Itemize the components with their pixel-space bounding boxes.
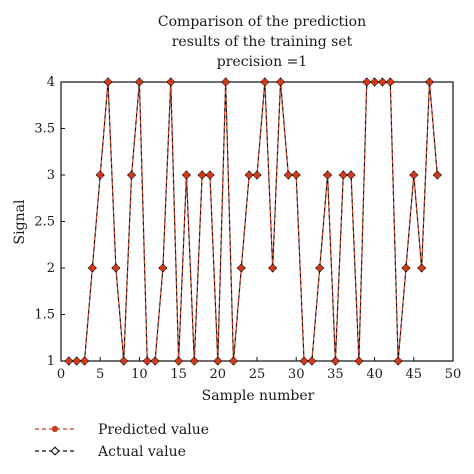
predicted-value-point bbox=[144, 357, 151, 365]
y-tick-label: 3 bbox=[47, 168, 55, 183]
predicted-value-point bbox=[434, 171, 441, 179]
y-axis-ticks: 1 1.5 2 2.5 3 3.5 4 bbox=[34, 75, 65, 369]
x-tick-label: 15 bbox=[170, 367, 187, 382]
predicted-value-point bbox=[199, 171, 206, 179]
predicted-value-point bbox=[410, 171, 417, 179]
predicted-value-point bbox=[300, 357, 308, 365]
predicted-value-point bbox=[261, 78, 268, 86]
x-tick-label: 5 bbox=[96, 367, 104, 382]
predicted-value-point bbox=[238, 264, 245, 272]
predicted-value-point bbox=[340, 171, 347, 179]
predicted-value-point bbox=[97, 171, 104, 179]
predicted-value-point bbox=[191, 357, 198, 365]
x-tick-label: 0 bbox=[57, 367, 65, 382]
predicted-value-point bbox=[89, 264, 96, 272]
chart-title-line-3: precision =1 bbox=[217, 54, 307, 70]
x-axis-ticks: 0 5 10 15 20 25 30 35 40 45 50 bbox=[57, 357, 461, 382]
predicted-value-point bbox=[151, 357, 159, 365]
predicted-value-point bbox=[426, 78, 433, 86]
predicted-value-point bbox=[395, 357, 402, 365]
x-tick-label: 45 bbox=[406, 367, 423, 382]
legend-actual-marker bbox=[50, 446, 60, 456]
predicted-value-point bbox=[81, 357, 88, 365]
predicted-value-point bbox=[120, 357, 127, 365]
predicted-value-point bbox=[332, 357, 339, 365]
y-tick-label: 3.5 bbox=[34, 122, 55, 137]
predicted-value-point bbox=[214, 357, 221, 365]
chart-title-line-1: Comparison of the prediction bbox=[158, 14, 366, 30]
predicted-value-line bbox=[68, 81, 438, 362]
x-tick-label: 40 bbox=[366, 367, 383, 382]
predicted-value-point bbox=[293, 171, 300, 179]
predicted-value-point bbox=[277, 78, 284, 86]
x-axis-label: Sample number bbox=[202, 388, 315, 404]
predicted-value-point bbox=[104, 78, 112, 86]
y-tick-label: 1.5 bbox=[34, 308, 55, 323]
predicted-value-point bbox=[363, 78, 370, 86]
y-tick-label: 2.5 bbox=[34, 215, 55, 230]
legend: Predicted value Actual value bbox=[35, 422, 209, 460]
y-tick-label: 2 bbox=[47, 261, 55, 276]
predicted-value-point bbox=[128, 171, 135, 179]
predicted-value-point bbox=[402, 264, 410, 272]
x-tick-label: 25 bbox=[249, 367, 266, 382]
y-axis-label: Signal bbox=[12, 199, 28, 244]
predicted-value-point bbox=[65, 357, 72, 365]
x-tick-label: 30 bbox=[288, 367, 305, 382]
predicted-value-point bbox=[167, 78, 174, 86]
predicted-value-point bbox=[159, 264, 167, 272]
series-layer bbox=[64, 77, 442, 366]
legend-actual-label: Actual value bbox=[97, 444, 186, 460]
x-tick-label: 10 bbox=[131, 367, 148, 382]
predicted-value-point bbox=[379, 78, 386, 86]
chart-title-line-2: results of the training set bbox=[172, 34, 353, 50]
chart-title: Comparison of the prediction results of … bbox=[158, 14, 366, 70]
predicted-value-point bbox=[371, 78, 378, 86]
predicted-value-point bbox=[136, 78, 143, 86]
predicted-value-point bbox=[222, 78, 229, 86]
predicted-value-point bbox=[253, 171, 261, 179]
predicted-value-point bbox=[285, 171, 292, 179]
predicted-value-point bbox=[73, 357, 80, 365]
predicted-value-point bbox=[112, 264, 119, 272]
y-tick-label: 4 bbox=[47, 75, 55, 90]
x-tick-label: 20 bbox=[210, 367, 227, 382]
predicted-value-point bbox=[308, 357, 315, 365]
predicted-value-point bbox=[316, 264, 323, 272]
predicted-value-point bbox=[418, 264, 425, 272]
predicted-value-point bbox=[183, 171, 190, 179]
predicted-value-point bbox=[387, 78, 394, 86]
x-tick-label: 35 bbox=[327, 367, 344, 382]
predicted-value-point bbox=[246, 171, 253, 179]
legend-predicted-label: Predicted value bbox=[98, 422, 209, 438]
y-tick-label: 1 bbox=[47, 354, 55, 369]
predicted-value-point bbox=[269, 264, 276, 272]
predicted-value-point bbox=[347, 171, 355, 179]
predicted-value-point bbox=[206, 171, 214, 179]
predicted-value-point bbox=[175, 357, 182, 365]
predicted-value-point bbox=[324, 171, 331, 179]
predicted-value-point bbox=[230, 357, 237, 365]
x-tick-label: 50 bbox=[445, 367, 462, 382]
legend-predicted-marker bbox=[51, 425, 59, 433]
actual-value-line bbox=[68, 81, 438, 362]
predicted-value-point bbox=[355, 357, 363, 365]
